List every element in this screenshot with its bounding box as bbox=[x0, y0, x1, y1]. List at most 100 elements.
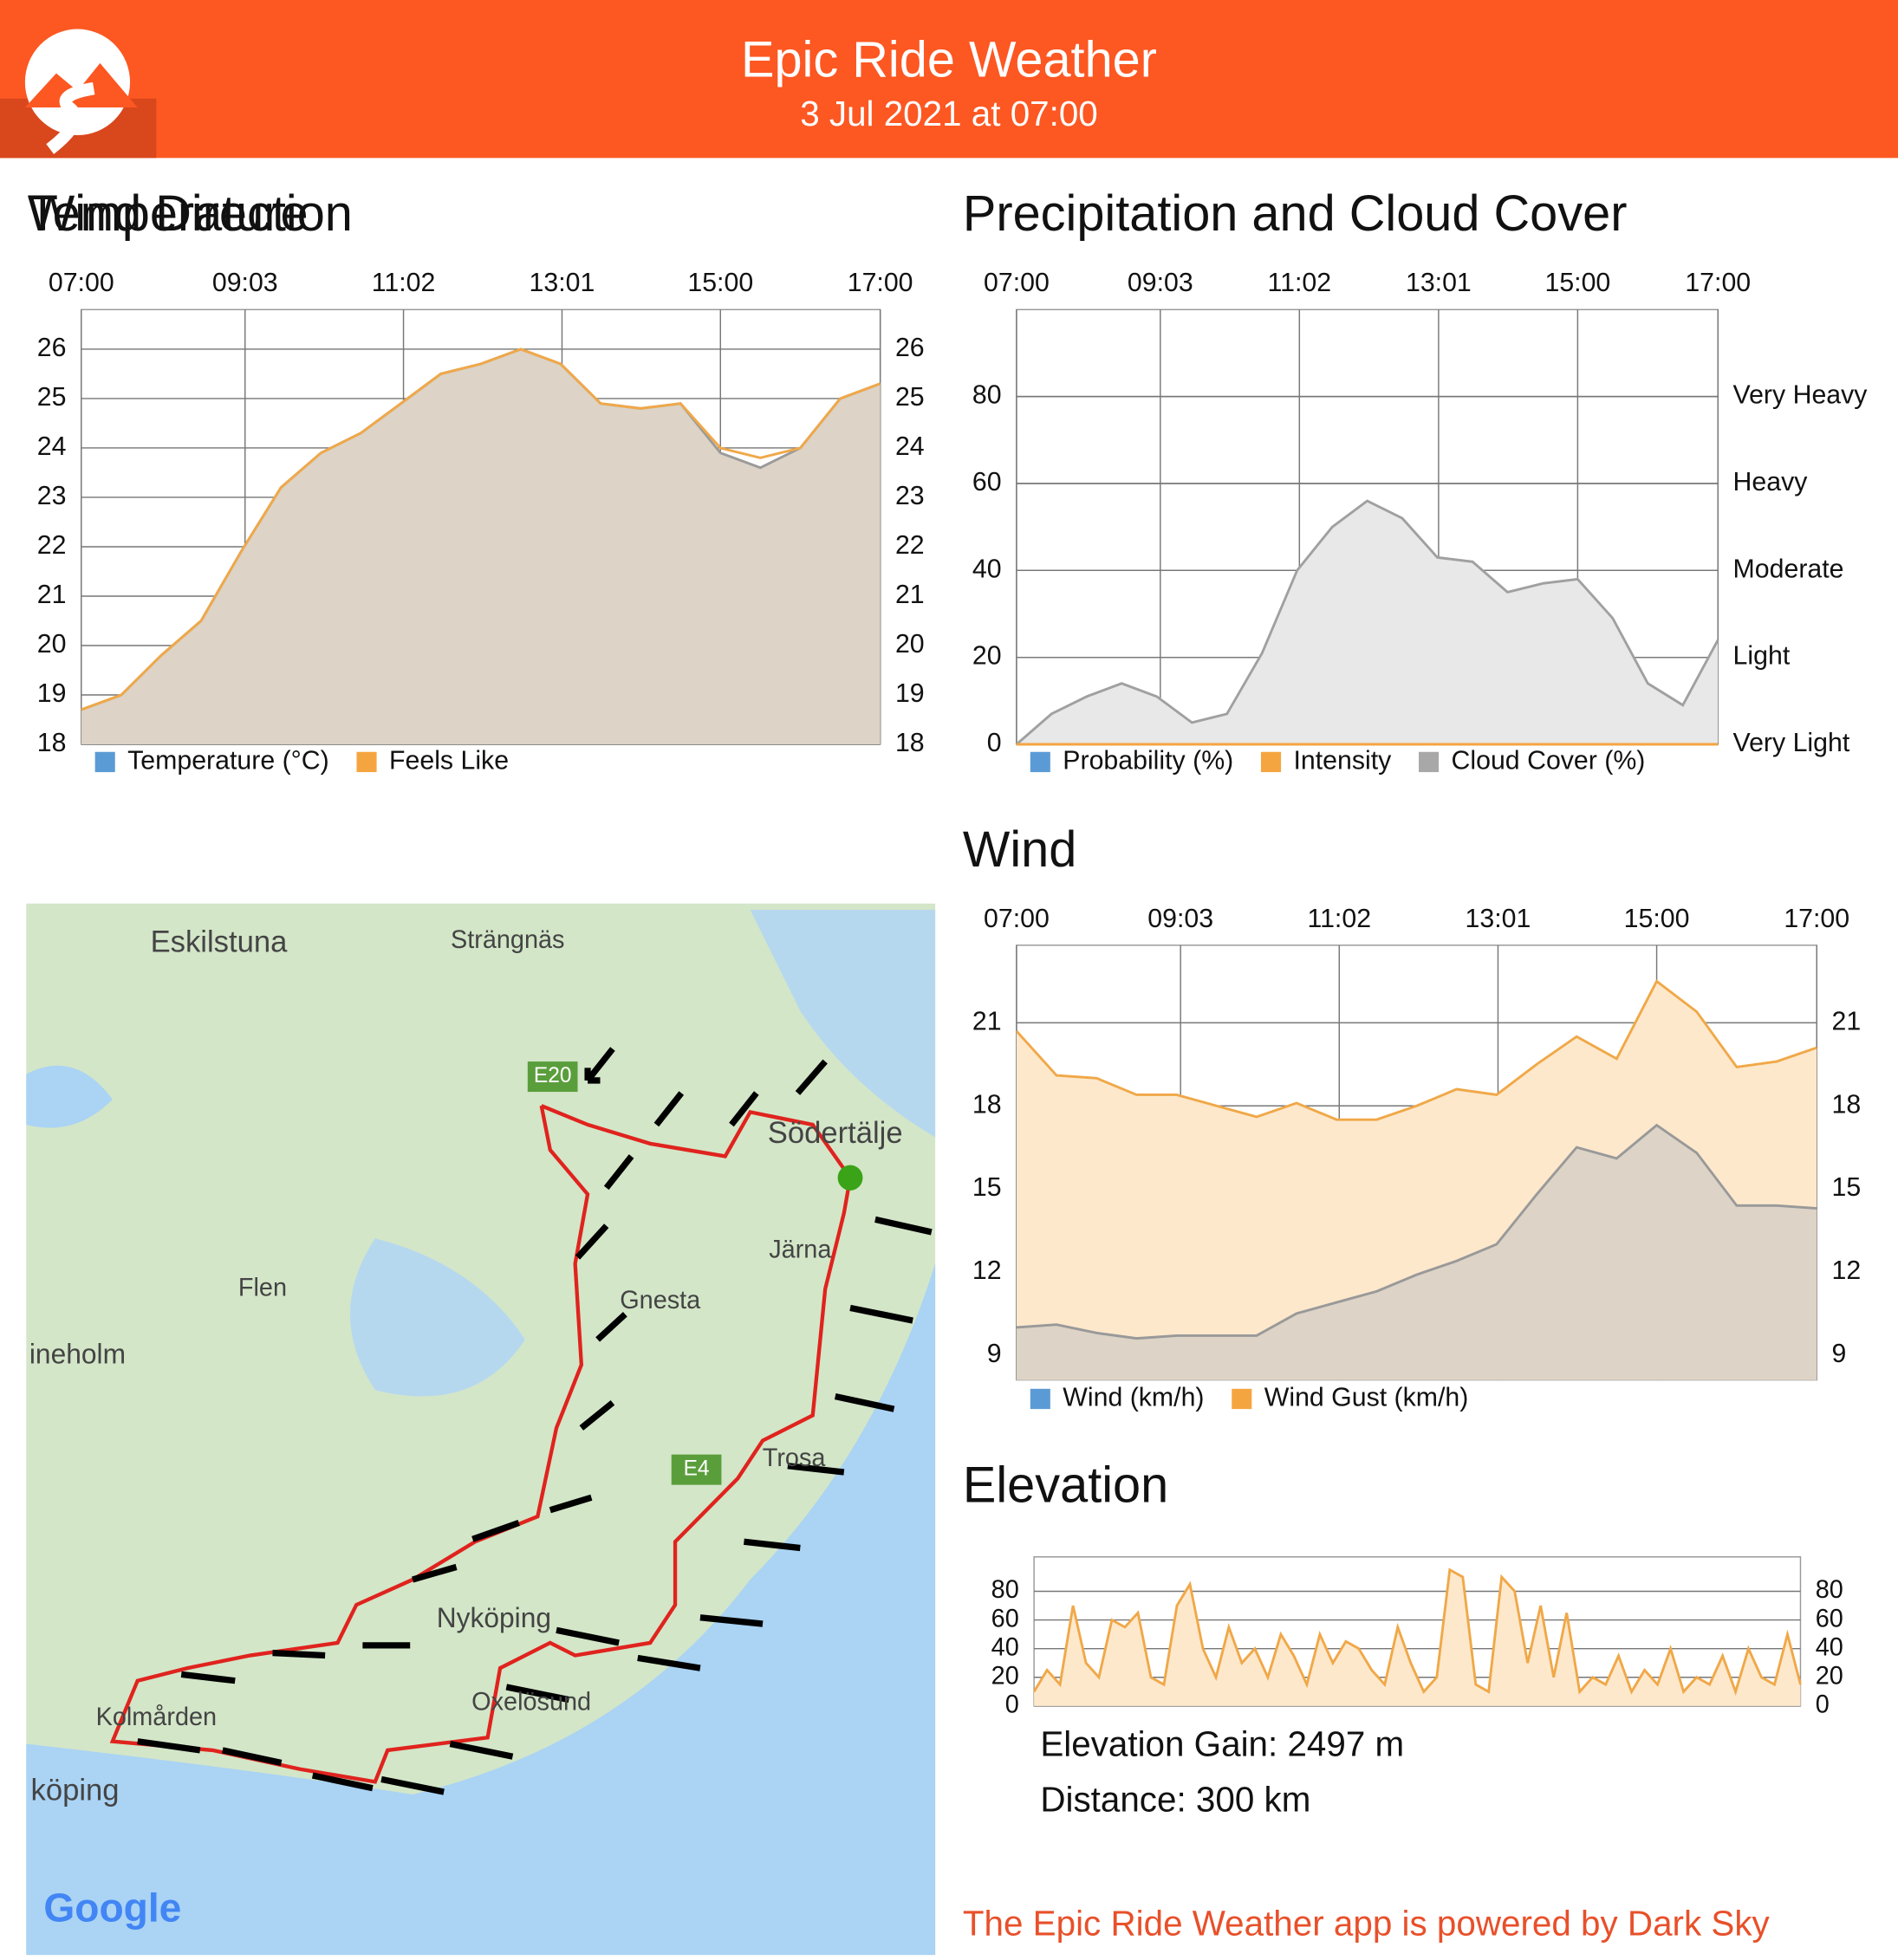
y2-tick-label: Heavy bbox=[1733, 467, 1809, 496]
map-title: Wind Direction bbox=[28, 185, 353, 242]
y-tick-label: 0 bbox=[1005, 1691, 1019, 1718]
x-tick-label: 11:02 bbox=[1308, 904, 1372, 933]
series-line bbox=[1015, 499, 1719, 746]
place-label: Strängnäs bbox=[451, 926, 564, 954]
y-tick-label-right: 80 bbox=[1816, 1576, 1843, 1604]
legend-swatch bbox=[1030, 1388, 1050, 1410]
y-tick-label: 18 bbox=[972, 1089, 1002, 1119]
app-title: Epic Ride Weather bbox=[741, 31, 1157, 88]
legend-swatch bbox=[1030, 751, 1050, 773]
distance: Distance: 300 km bbox=[1040, 1779, 1310, 1819]
y-tick-label: 25 bbox=[37, 382, 67, 412]
place-label: Kolmården bbox=[96, 1704, 217, 1731]
y-tick-label-right: 19 bbox=[895, 678, 925, 708]
x-tick-label: 09:03 bbox=[1147, 904, 1213, 933]
y-tick-label: 20 bbox=[37, 629, 67, 659]
y-tick-label-right: 9 bbox=[1832, 1339, 1847, 1368]
legend-label: Wind (km/h) bbox=[1063, 1382, 1204, 1412]
place-label: köping bbox=[31, 1773, 120, 1807]
x-tick-label: 13:01 bbox=[1406, 268, 1472, 297]
footer-credit: The Epic Ride Weather app is powered by … bbox=[963, 1903, 1771, 1943]
place-label: Södertälje bbox=[768, 1116, 903, 1150]
series-area bbox=[1034, 1569, 1801, 1706]
place-label: Flen bbox=[238, 1274, 287, 1301]
series-line bbox=[1015, 979, 1817, 1121]
elevation-gain: Elevation Gain: 2497 m bbox=[1040, 1723, 1404, 1763]
y-tick-label-right: 24 bbox=[895, 432, 925, 461]
legend-label: Probability (%) bbox=[1063, 745, 1233, 775]
y-tick-label: 80 bbox=[972, 380, 1002, 410]
y-tick-label-right: 60 bbox=[1816, 1605, 1843, 1632]
y-tick-label: 26 bbox=[37, 333, 67, 362]
y-tick-label: 40 bbox=[972, 554, 1002, 583]
x-tick-label: 09:03 bbox=[1128, 268, 1193, 297]
logo bbox=[0, 29, 157, 159]
y-tick-label: 12 bbox=[972, 1256, 1002, 1285]
series-area bbox=[1016, 1125, 1817, 1380]
y-tick-label: 9 bbox=[987, 1339, 1002, 1368]
x-tick-label: 17:00 bbox=[848, 268, 913, 297]
x-tick-label: 13:01 bbox=[530, 268, 595, 297]
map-logo: Google bbox=[43, 1885, 181, 1930]
chart-title: Precipitation and Cloud Cover bbox=[963, 185, 1628, 242]
y-tick-label-right: 0 bbox=[1816, 1691, 1830, 1718]
road-label: E20 bbox=[534, 1064, 572, 1087]
x-tick-label: 07:00 bbox=[984, 268, 1050, 297]
y2-tick-label: Light bbox=[1733, 641, 1791, 671]
legend-label: Wind Gust (km/h) bbox=[1264, 1382, 1469, 1412]
chart-title: Temperature bbox=[28, 185, 309, 242]
y-tick-label: 19 bbox=[37, 678, 67, 708]
x-tick-label: 15:00 bbox=[1544, 268, 1610, 297]
y-tick-label-right: 20 bbox=[1816, 1662, 1843, 1690]
y-tick-label: 20 bbox=[991, 1662, 1019, 1690]
legend-swatch bbox=[1260, 751, 1282, 773]
x-tick-label: 07:00 bbox=[49, 268, 114, 297]
app-subtitle: 3 Jul 2021 at 07:00 bbox=[800, 94, 1098, 133]
header-bar bbox=[0, 0, 1898, 159]
legend-swatch bbox=[94, 751, 115, 773]
y-tick-label: 0 bbox=[987, 728, 1002, 757]
place-label: Järna bbox=[769, 1236, 832, 1263]
y-tick-label-right: 26 bbox=[895, 333, 925, 362]
y2-tick-label: Very Light bbox=[1733, 728, 1850, 757]
y-tick-label: 20 bbox=[972, 641, 1002, 671]
series-line bbox=[1032, 1567, 1802, 1696]
x-tick-label: 07:00 bbox=[984, 904, 1050, 933]
place-label: Gnesta bbox=[620, 1287, 701, 1314]
y-tick-label: 22 bbox=[37, 530, 67, 560]
road-label: E4 bbox=[684, 1457, 710, 1481]
chart-title: Elevation bbox=[963, 1457, 1168, 1513]
legend-label: Temperature (°C) bbox=[127, 745, 329, 775]
y-tick-label: 21 bbox=[972, 1006, 1002, 1035]
y-tick-label: 80 bbox=[991, 1576, 1019, 1604]
y-tick-label: 15 bbox=[972, 1172, 1002, 1202]
place-label: Nyköping bbox=[437, 1602, 551, 1633]
place-label: Oxelösund bbox=[471, 1689, 591, 1717]
legend-label: Intensity bbox=[1293, 745, 1392, 775]
place-label: Eskilstuna bbox=[151, 925, 288, 959]
x-tick-label: 15:00 bbox=[687, 268, 753, 297]
y-tick-label-right: 23 bbox=[895, 481, 925, 510]
legend-label: Cloud Cover (%) bbox=[1452, 745, 1646, 775]
y-tick-label: 40 bbox=[991, 1633, 1019, 1661]
x-tick-label: 11:02 bbox=[372, 268, 436, 297]
legend-swatch bbox=[356, 751, 377, 773]
series-area bbox=[1016, 501, 1719, 745]
map bbox=[26, 903, 936, 1956]
y-tick-label: 21 bbox=[37, 580, 67, 609]
place-label: Trosa bbox=[763, 1444, 827, 1472]
x-tick-label: 17:00 bbox=[1784, 904, 1849, 933]
legend-swatch bbox=[1232, 1388, 1252, 1410]
x-tick-label: 13:01 bbox=[1466, 904, 1531, 933]
y-tick-label-right: 12 bbox=[1832, 1256, 1862, 1285]
x-tick-label: 15:00 bbox=[1624, 904, 1690, 933]
chart-title: Wind bbox=[963, 821, 1076, 878]
y-tick-label-right: 21 bbox=[895, 580, 925, 609]
y-tick-label: 18 bbox=[37, 728, 67, 757]
y-tick-label-right: 21 bbox=[1832, 1006, 1862, 1035]
y-tick-label: 24 bbox=[37, 432, 67, 461]
y-tick-label-right: 40 bbox=[1816, 1633, 1843, 1661]
x-tick-label: 09:03 bbox=[212, 268, 278, 297]
series-area bbox=[81, 348, 881, 745]
